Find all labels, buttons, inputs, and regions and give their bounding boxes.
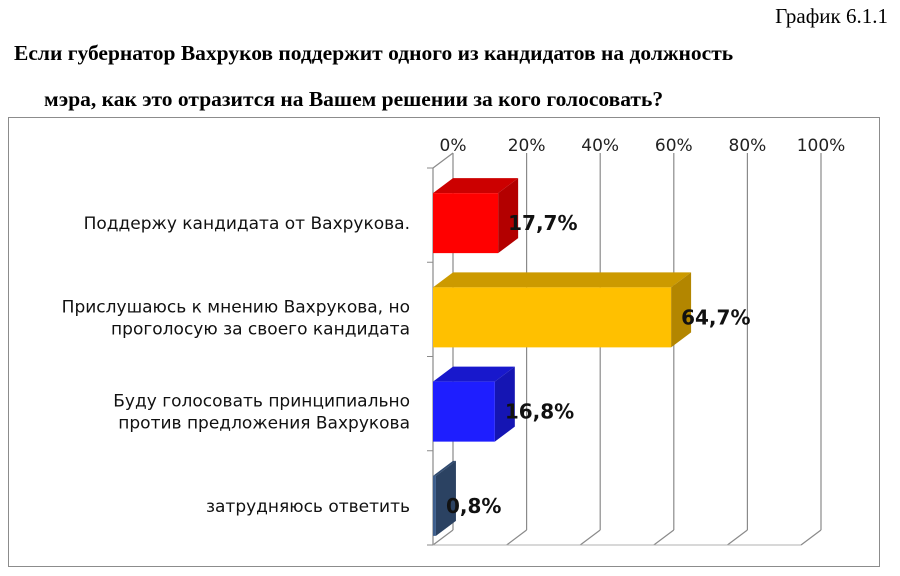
category-label-1-1: проголосую за своего кандидата [111,319,410,339]
bar-2 [433,381,495,442]
data-label-1: 64,7% [681,305,750,329]
data-label-0: 17,7% [508,211,577,235]
category-label-1-0: Прислушаюсь к мнению Вахрукова, но [62,297,410,317]
bar-top-face-1 [433,272,692,288]
data-label-2: 16,8% [505,400,574,424]
bar-end-face-2 [494,366,515,442]
category-label-2-0: Буду голосовать принципиально [113,392,410,412]
chart-frame [8,117,880,567]
floor-line-1 [506,529,527,546]
x-tick-label-3: 60% [655,136,693,156]
bar-0 [433,193,499,254]
bar-top-face-3 [433,460,456,476]
side-wall-top-edge [432,152,454,169]
category-label-2-1: против предложения Вахрукова [118,414,410,434]
chart-title-line-1: Если губернатор Вахруков поддержит одног… [14,41,734,65]
bar-top-face-2 [433,366,515,382]
category-label-0-0: Поддержу кандидата от Вахрукова. [84,214,410,234]
bar-end-face-0 [498,178,519,254]
floor-line-5 [800,529,822,546]
bar-end-face-3 [435,460,456,536]
bar-1 [433,287,672,348]
x-tick-label-5: 100% [797,136,846,156]
x-tick-label-4: 80% [729,136,767,156]
data-label-3: 0,8% [446,494,501,518]
floor-line-0 [432,529,454,546]
floor-line-2 [579,529,601,546]
floor-line-4 [727,529,748,546]
chart-title: Если губернатор Вахруков поддержит одног… [0,30,900,122]
figure-label: График 6.1.1 [775,4,888,28]
bar-3 [433,475,436,536]
chart-title-line-2: мэра, как это отразится на Вашем решении… [44,87,664,111]
bar-top-face-0 [433,178,519,194]
floor-line-3 [653,529,675,546]
x-tick-label-0: 0% [440,136,467,156]
bar-end-face-1 [671,272,692,348]
category-label-3-0: затрудняюсь ответить [206,497,410,517]
x-tick-label-1: 20% [508,136,546,156]
x-tick-label-2: 40% [581,136,619,156]
